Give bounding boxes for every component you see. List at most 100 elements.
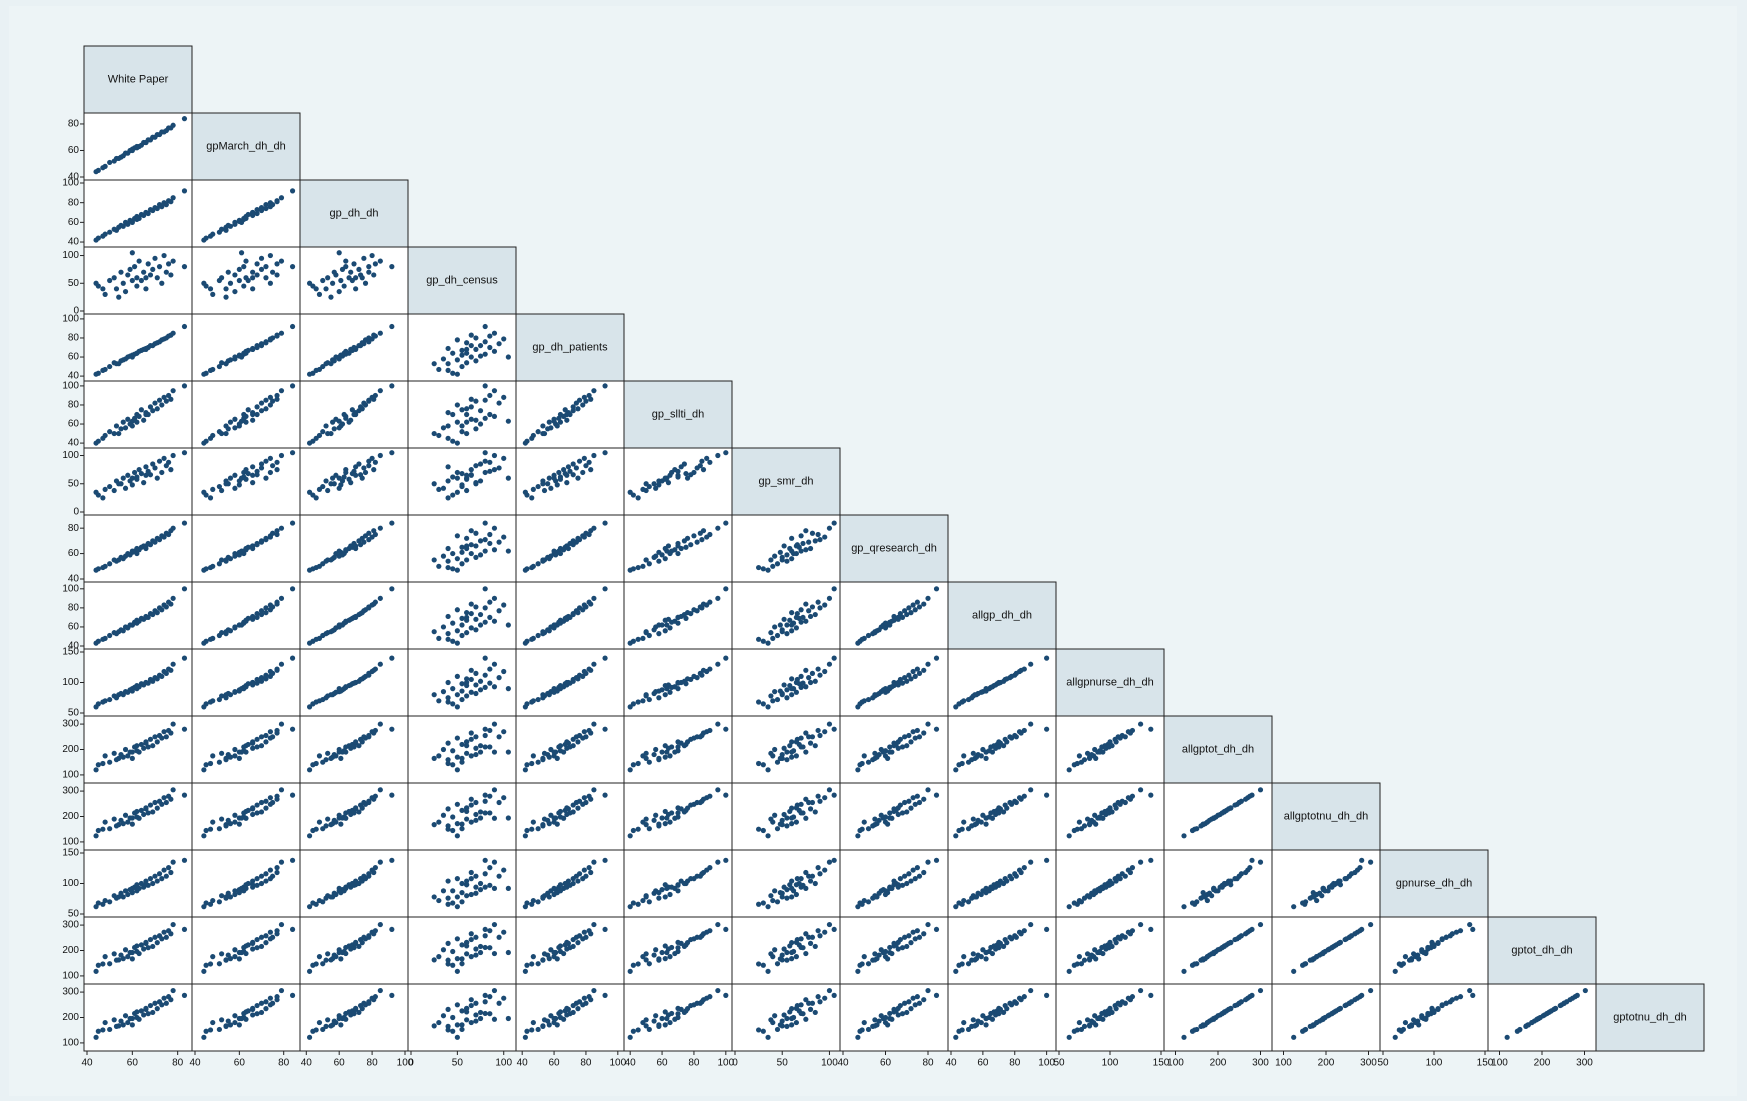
point xyxy=(983,885,989,891)
point xyxy=(328,430,334,437)
point xyxy=(789,739,795,745)
point xyxy=(353,286,359,292)
point xyxy=(691,876,697,882)
point xyxy=(933,926,940,933)
point xyxy=(100,367,106,373)
point xyxy=(983,1022,989,1028)
point xyxy=(216,1026,222,1033)
point xyxy=(362,469,369,476)
point xyxy=(134,743,140,749)
point xyxy=(522,440,528,446)
point xyxy=(557,943,564,949)
point xyxy=(100,165,106,171)
point xyxy=(1236,934,1242,940)
point xyxy=(1018,869,1024,876)
point xyxy=(561,1016,567,1022)
point xyxy=(902,734,908,740)
point xyxy=(505,885,511,891)
point xyxy=(530,954,536,960)
point xyxy=(646,961,652,967)
point xyxy=(338,482,344,488)
point xyxy=(530,819,536,825)
point xyxy=(464,472,470,478)
point xyxy=(348,480,354,486)
point xyxy=(436,1019,442,1026)
point xyxy=(789,1022,795,1028)
point xyxy=(831,726,837,732)
point xyxy=(522,640,528,646)
point xyxy=(817,933,823,939)
point xyxy=(1093,821,1099,827)
point xyxy=(1008,936,1015,942)
point xyxy=(482,469,488,476)
point xyxy=(491,859,498,865)
point xyxy=(227,280,234,286)
point xyxy=(815,531,821,538)
point xyxy=(784,949,790,956)
point xyxy=(529,435,535,441)
point xyxy=(210,819,216,825)
point xyxy=(145,810,151,816)
variable-label: gpnurse_dh_dh xyxy=(1396,877,1472,889)
point xyxy=(779,1023,785,1029)
point xyxy=(662,556,668,562)
point xyxy=(496,341,502,347)
point xyxy=(147,404,154,410)
point xyxy=(659,815,665,821)
point xyxy=(454,821,460,827)
point xyxy=(270,670,276,676)
point xyxy=(789,878,795,884)
point xyxy=(431,557,437,563)
point xyxy=(777,890,783,896)
point xyxy=(482,351,488,357)
point xyxy=(389,264,395,270)
point xyxy=(1181,968,1187,974)
point xyxy=(270,604,276,610)
point xyxy=(143,543,149,549)
point xyxy=(138,470,144,477)
point xyxy=(258,461,265,467)
point xyxy=(102,954,108,960)
y-tick-label: 50 xyxy=(68,278,80,289)
point xyxy=(789,1015,795,1022)
point xyxy=(122,425,129,431)
point xyxy=(675,939,681,945)
point xyxy=(972,957,978,963)
point xyxy=(482,1010,488,1017)
point xyxy=(812,1009,818,1016)
point xyxy=(473,554,479,560)
point xyxy=(136,467,142,473)
point xyxy=(459,696,465,703)
point xyxy=(872,755,878,761)
point xyxy=(699,537,705,543)
point xyxy=(377,258,383,264)
point xyxy=(454,440,460,446)
point xyxy=(454,1002,460,1008)
point xyxy=(916,734,923,740)
point xyxy=(916,670,923,676)
point xyxy=(232,689,238,695)
point xyxy=(1028,787,1034,793)
point xyxy=(551,475,557,481)
point xyxy=(223,1023,229,1029)
point xyxy=(548,485,554,491)
point xyxy=(150,943,156,950)
point xyxy=(803,730,809,736)
point xyxy=(723,857,729,863)
point xyxy=(953,767,959,773)
point xyxy=(1368,987,1374,994)
point xyxy=(1129,865,1136,871)
point xyxy=(236,890,242,896)
point xyxy=(254,1002,260,1009)
point xyxy=(664,548,670,554)
point xyxy=(245,807,251,814)
point xyxy=(473,616,479,622)
point xyxy=(723,992,729,998)
point xyxy=(581,455,587,461)
point xyxy=(815,865,821,871)
point xyxy=(1310,890,1316,896)
point xyxy=(143,878,149,884)
point xyxy=(1192,1027,1198,1033)
point xyxy=(535,961,541,967)
point xyxy=(817,672,823,678)
